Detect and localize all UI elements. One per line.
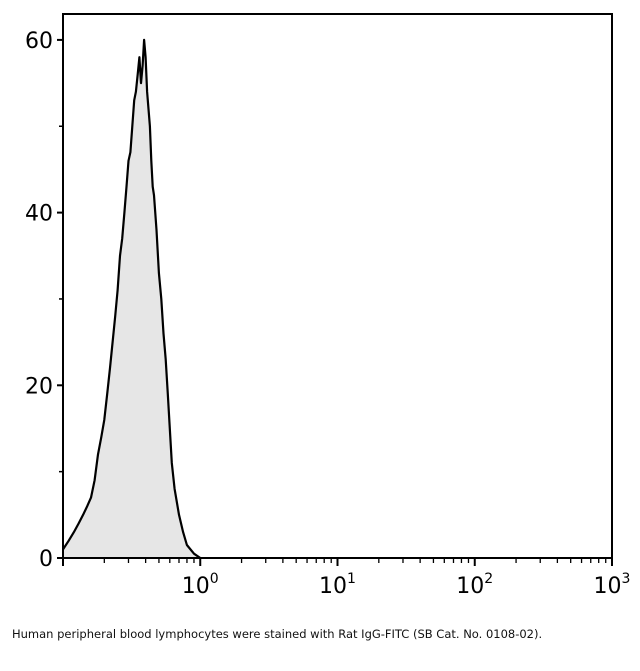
figure-caption: Human peripheral blood lymphocytes were … [12,627,543,641]
x-tick-label: 100 [182,571,219,599]
y-tick-label: 40 [25,202,53,227]
histogram-outline [62,38,201,559]
x-tick-label: 101 [319,571,356,599]
histogram-chart: 0 20 40 60 100 101 102 103 [25,13,631,599]
x-tick-label: 102 [456,571,493,599]
y-tick-label: 20 [25,374,53,399]
histogram-fill [63,39,201,558]
plot-frame [62,13,613,559]
x-tick-label: 103 [594,571,631,599]
y-tick-label: 0 [39,547,53,572]
y-tick-label: 60 [25,29,53,54]
